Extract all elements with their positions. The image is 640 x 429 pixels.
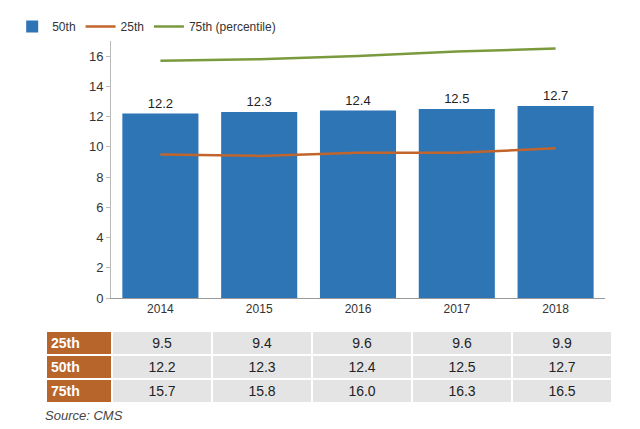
html-text:9.4: 9.4 xyxy=(252,335,272,351)
svg-text:12.7: 12.7 xyxy=(543,88,568,103)
svg-text:2017: 2017 xyxy=(443,302,470,316)
svg-text:10: 10 xyxy=(89,139,103,154)
html-text:15.8: 15.8 xyxy=(248,383,276,399)
html-text:16.3: 16.3 xyxy=(448,383,476,399)
svg-text:12.2: 12.2 xyxy=(148,96,173,111)
html-text:12.4: 12.4 xyxy=(348,359,376,375)
html-text:9.6: 9.6 xyxy=(452,335,472,351)
html-text:15.7: 15.7 xyxy=(148,383,176,399)
svg-text:6: 6 xyxy=(96,200,103,215)
html-text:12.2: 12.2 xyxy=(148,359,176,375)
html-text:12.7: 12.7 xyxy=(548,359,576,375)
svg-text:2016: 2016 xyxy=(345,302,372,316)
html-text:9.5: 9.5 xyxy=(152,335,172,351)
svg-text:4: 4 xyxy=(96,230,103,245)
svg-text:12.3: 12.3 xyxy=(247,94,272,109)
svg-text:14: 14 xyxy=(89,79,103,94)
svg-text:2018: 2018 xyxy=(542,302,569,316)
html-text:9.9: 9.9 xyxy=(552,335,572,351)
html-text:12.5: 12.5 xyxy=(448,359,476,375)
svg-text:16: 16 xyxy=(89,49,103,64)
html-text:16.0: 16.0 xyxy=(348,383,376,399)
svg-text:75th (percentile): 75th (percentile) xyxy=(189,20,276,34)
html-text:Source: CMS: Source: CMS xyxy=(45,408,123,423)
svg-text:2015: 2015 xyxy=(246,302,273,316)
html-text:16.5: 16.5 xyxy=(548,383,576,399)
svg-text:25th: 25th xyxy=(121,20,144,34)
svg-text:12.5: 12.5 xyxy=(444,91,469,106)
svg-text:50th: 50th xyxy=(52,20,75,34)
svg-text:12.4: 12.4 xyxy=(345,93,370,108)
svg-text:2: 2 xyxy=(96,260,103,275)
html-text:9.6: 9.6 xyxy=(352,335,372,351)
svg-text:0: 0 xyxy=(96,291,103,306)
svg-text:8: 8 xyxy=(96,170,103,185)
svg-text:12: 12 xyxy=(89,109,103,124)
html-text:75th: 75th xyxy=(51,383,80,399)
svg-text:2014: 2014 xyxy=(147,302,174,316)
html-text:12.3: 12.3 xyxy=(248,359,276,375)
html-text:25th: 25th xyxy=(51,335,80,351)
html-text:50th: 50th xyxy=(51,359,80,375)
